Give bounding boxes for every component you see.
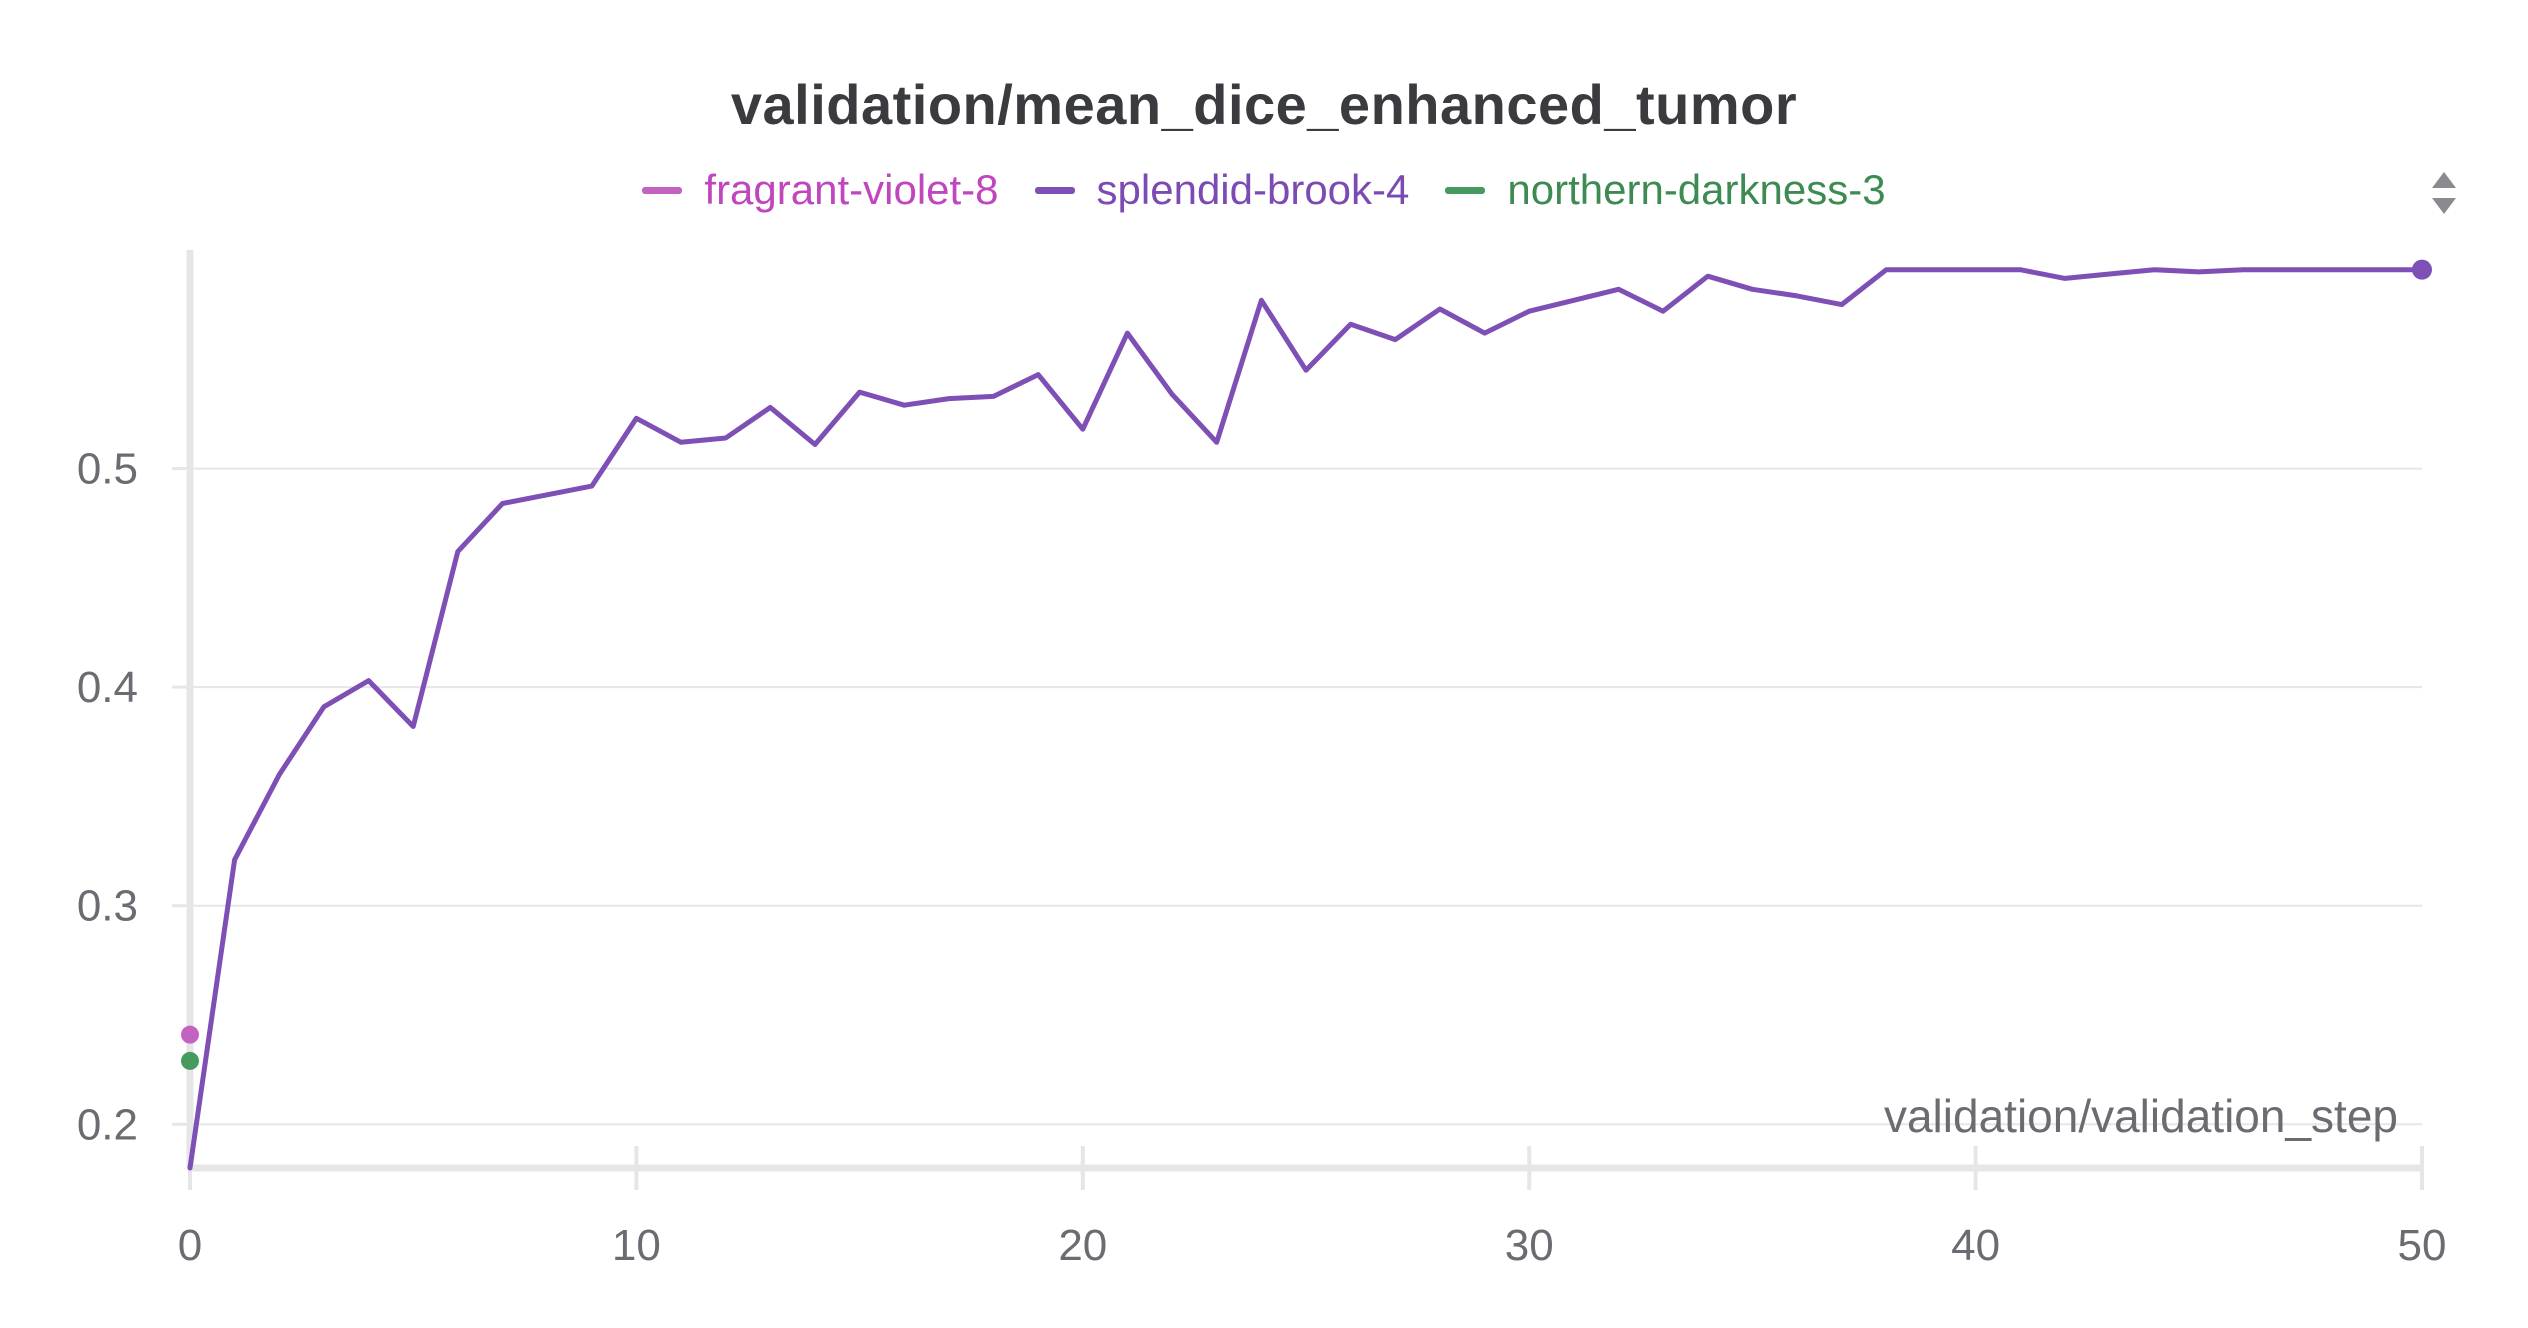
legend-swatch-fragrant-violet-8	[642, 186, 683, 194]
line-splendid-brook-4[interactable]	[187, 267, 2425, 1171]
legend-swatch-splendid-brook-4	[1034, 186, 1075, 194]
y-tick-label: 0.4	[77, 663, 138, 712]
legend: fragrant-violet-8 splendid-brook-4 north…	[0, 166, 2528, 214]
series-lines	[181, 259, 2432, 1171]
x-axis-title: validation/validation_step	[1884, 1090, 2398, 1142]
y-tick-label: 0.2	[77, 1100, 138, 1149]
endpoint-splendid-brook-4[interactable]	[2412, 259, 2432, 280]
x-tick-label: 30	[1505, 1221, 1554, 1270]
axes	[172, 250, 2424, 1190]
point-fragrant-violet-8[interactable]	[181, 1025, 199, 1044]
grid-lines	[190, 467, 2422, 1126]
legend-sort-icon[interactable]	[2426, 168, 2462, 218]
x-tick-label: 20	[1058, 1221, 1107, 1270]
y-tick-label: 0.3	[77, 882, 138, 931]
legend-item-northern-darkness-3[interactable]: northern-darkness-3	[1445, 166, 1886, 214]
legend-item-splendid-brook-4[interactable]: splendid-brook-4	[1034, 166, 1410, 214]
x-tick-label: 40	[1951, 1221, 2000, 1270]
chart-title: validation/mean_dice_enhanced_tumor	[730, 73, 1798, 136]
legend-label-northern-darkness-3: northern-darkness-3	[1507, 166, 1886, 213]
x-tick-label: 50	[2398, 1221, 2447, 1270]
legend-item-fragrant-violet-8[interactable]: fragrant-violet-8	[642, 166, 999, 214]
y-tick-label: 0.5	[77, 445, 138, 494]
legend-swatch-northern-darkness-3	[1445, 186, 1486, 194]
x-tick-label: 0	[178, 1221, 202, 1270]
tick-labels: 0.2 0.3 0.4 0.5 0 10 20 30 40 50 validation/valida…	[77, 445, 2447, 1270]
x-tick-label: 10	[612, 1221, 661, 1270]
point-northern-darkness-3[interactable]	[181, 1051, 199, 1070]
legend-label-fragrant-violet-8: fragrant-violet-8	[704, 166, 999, 213]
legend-label-splendid-brook-4: splendid-brook-4	[1096, 166, 1410, 213]
